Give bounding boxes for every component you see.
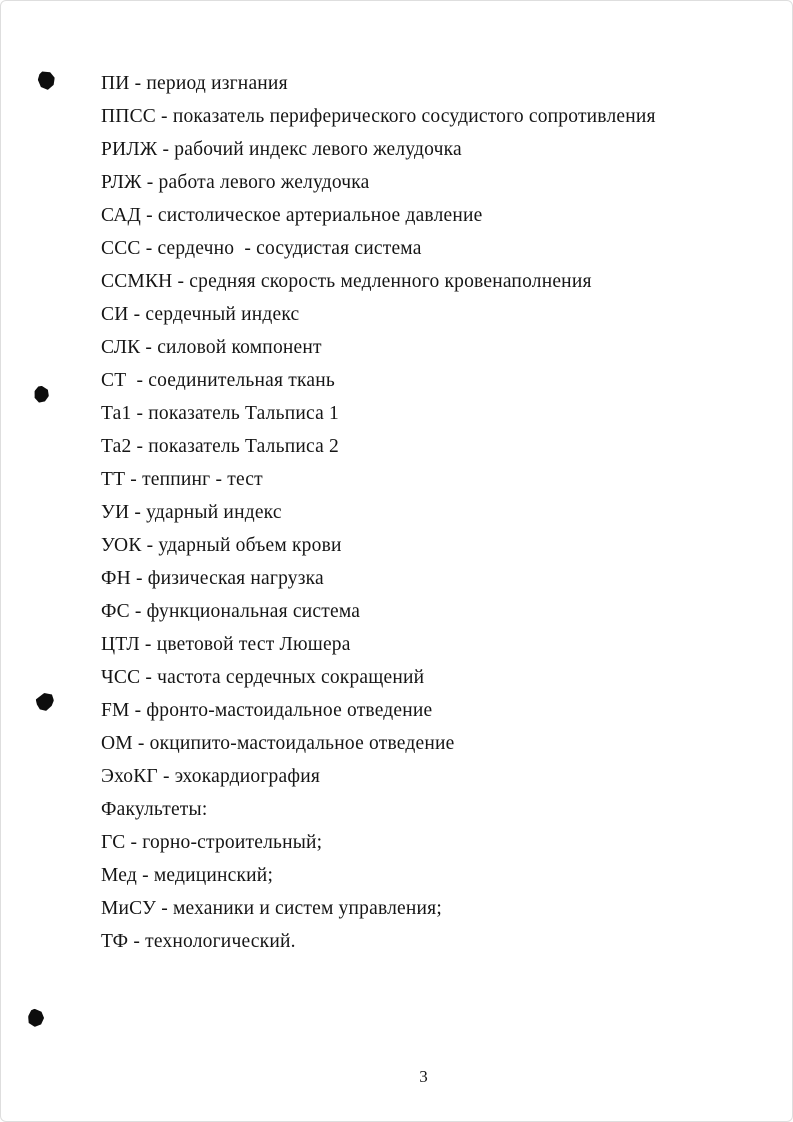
faculty-line: ГС - горно-строительный;	[101, 832, 323, 853]
faculties-heading: Факультеты:	[101, 799, 208, 820]
faculty-line: МиСУ - механики и систем управления;	[101, 898, 442, 919]
abbreviation-line: СИ - сердечный индекс	[101, 304, 300, 325]
abbreviation-line: ЧСС - частота сердечных сокращений	[101, 667, 425, 688]
abbreviation-line: ФС - функциональная система	[101, 601, 361, 622]
abbreviation-line: ОМ - окципито-мастоидальное отведение	[101, 733, 455, 754]
abbreviation-line: СТ - соединительная ткань	[101, 370, 335, 391]
abbreviation-line: СЛК - силовой компонент	[101, 337, 322, 358]
abbreviation-line: ПИ - период изгнания	[101, 73, 288, 94]
abbreviation-line: ФН - физическая нагрузка	[101, 568, 324, 589]
page-number: 3	[419, 1067, 428, 1086]
abbreviation-line: ТТ - теппинг - тест	[101, 469, 263, 490]
abbreviation-line: ЦТЛ - цветовой тест Люшера	[101, 634, 351, 655]
abbreviation-line: ССС - сердечно - сосудистая система	[101, 238, 422, 259]
abbreviation-line: ССМКН - средняя скорость медленного кров…	[101, 271, 592, 292]
faculty-line: Мед - медицинский;	[101, 865, 274, 886]
ink-blot-artifact	[37, 70, 56, 91]
ink-blot-artifact	[32, 385, 50, 405]
ink-blot-artifact	[27, 1008, 45, 1028]
abbreviation-line: РЛЖ - работа левого желудочка	[101, 172, 370, 193]
abbreviation-line: УИ - ударный индекс	[101, 502, 282, 523]
abbreviation-line: РИЛЖ - рабочий индекс левого желудочка	[101, 139, 462, 160]
abbreviation-line: УОК - ударный объем крови	[101, 535, 342, 556]
ink-blot-artifact	[35, 692, 55, 712]
abbreviations-list: ПИ - период изгнания ППСС - показатель п…	[101, 67, 752, 958]
abbreviation-line: ППСС - показатель периферического сосуди…	[101, 106, 656, 127]
abbreviation-line: Та2 - показатель Тальписа 2	[101, 436, 339, 457]
faculty-line: ТФ - технологический.	[101, 931, 296, 952]
abbreviation-line: САД - систолическое артериальное давлени…	[101, 205, 483, 226]
abbreviation-line: FM - фронто-мастоидальное отведение	[101, 700, 433, 721]
abbreviation-line: Та1 - показатель Тальписа 1	[101, 403, 339, 424]
abbreviation-line: ЭхоКГ - эхокардиография	[101, 766, 320, 787]
